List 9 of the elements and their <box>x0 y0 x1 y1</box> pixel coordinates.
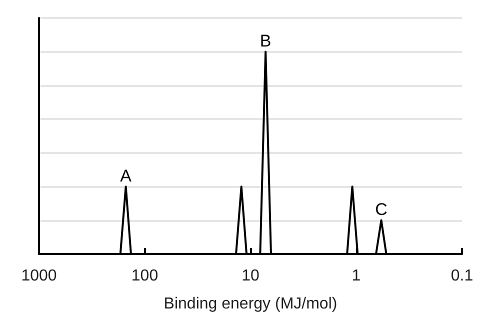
annotation: A <box>120 166 132 186</box>
x-tick-label: 0.1 <box>450 268 474 284</box>
x-tick-label: 10 <box>242 268 260 284</box>
annotation: B <box>260 32 272 51</box>
x-tick-label: 1 <box>352 268 361 284</box>
x-tick-label: 100 <box>131 268 158 284</box>
x-tick-label: 1000 <box>21 268 57 284</box>
x-axis-title: Binding energy (MJ/mol) <box>164 296 338 312</box>
annotation: C <box>375 200 388 220</box>
